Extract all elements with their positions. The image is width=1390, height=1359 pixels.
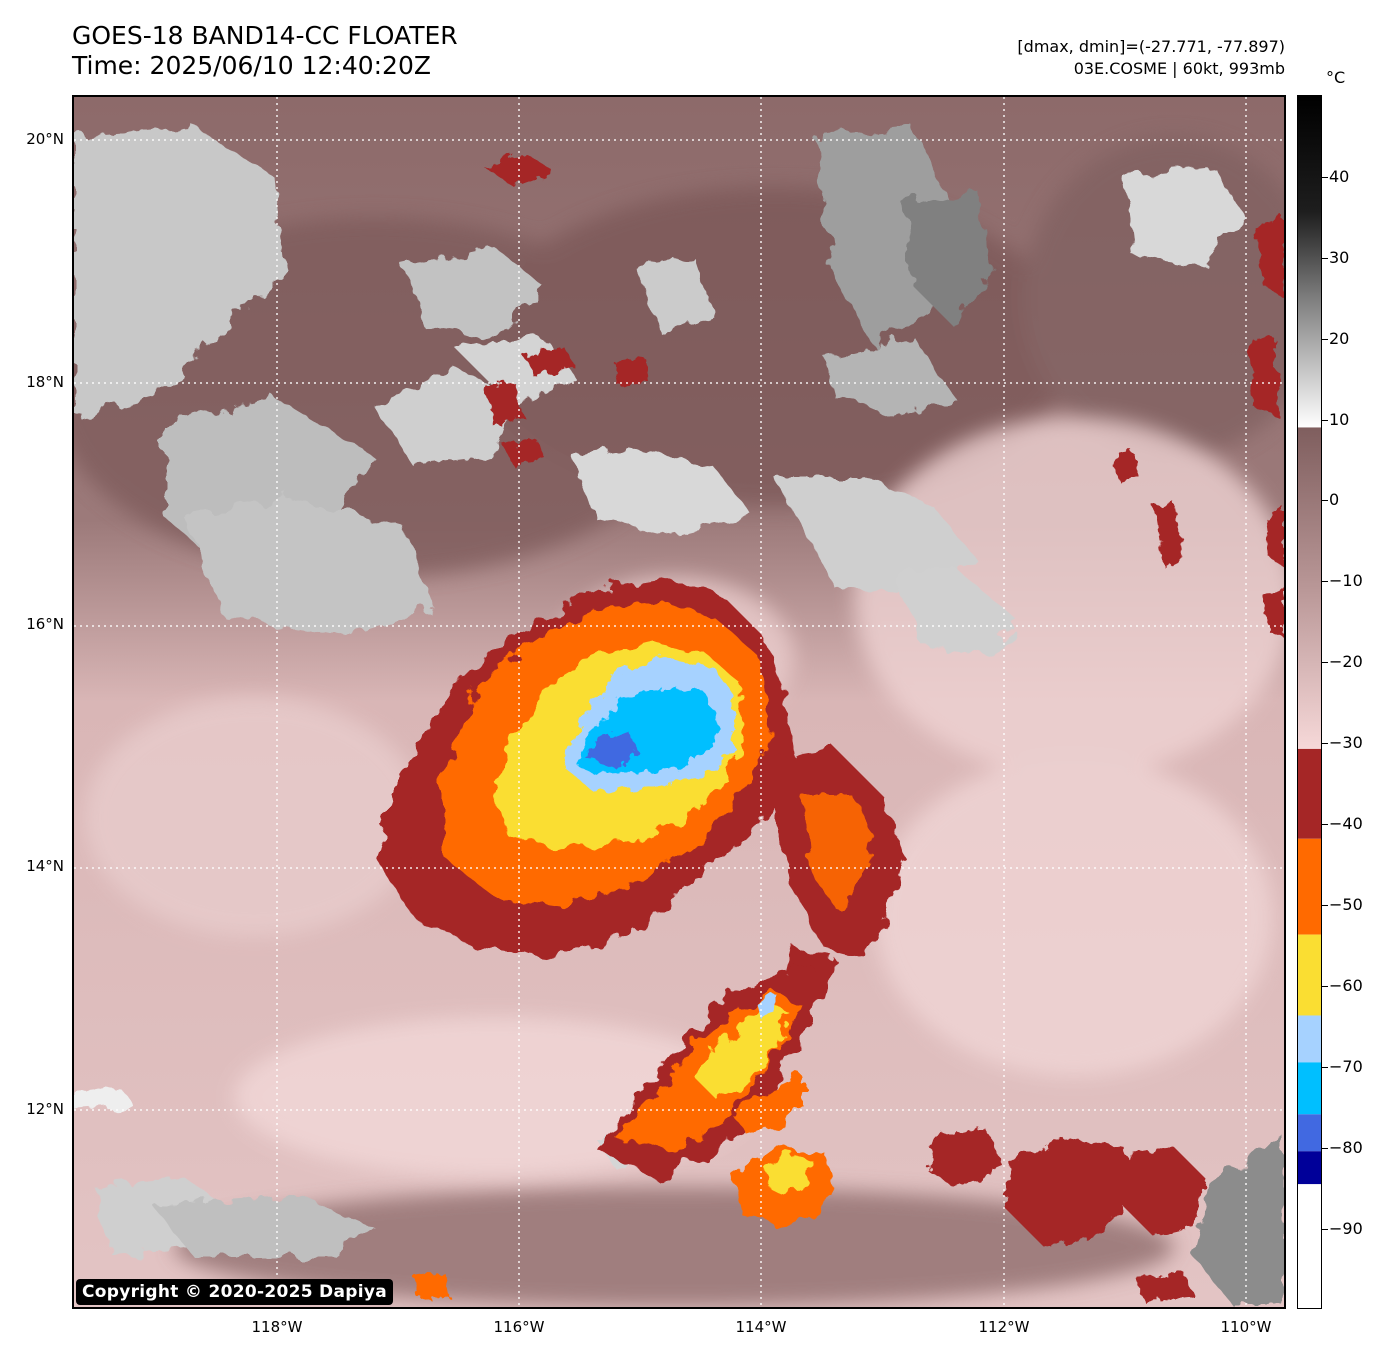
colorbar-tick [1322, 581, 1328, 582]
colorbar-tick [1322, 420, 1328, 421]
lat-label-20n: 20°N [26, 130, 64, 148]
colorbar [1297, 95, 1322, 1309]
copyright-badge: Copyright © 2020-2025 Dapiya [76, 1279, 393, 1305]
lat-label-14n: 14°N [26, 857, 64, 875]
colorbar-tick [1322, 339, 1328, 340]
colorbar-label: −90 [1329, 1219, 1363, 1238]
colorbar-tick [1322, 905, 1328, 906]
colorbar-label: −20 [1329, 652, 1363, 671]
colorbar-tick [1322, 500, 1328, 501]
colorbar-tick [1322, 986, 1328, 987]
colorbar-label: 40 [1329, 167, 1350, 186]
satellite-map: Copyright © 2020-2025 Dapiya [72, 95, 1286, 1309]
colorbar-tick [1322, 258, 1328, 259]
colorbar-label: −60 [1329, 976, 1363, 995]
lon-label-118w: 118°W [251, 1318, 303, 1336]
colorbar-label: −10 [1329, 571, 1363, 590]
satellite-imagery [74, 97, 1284, 1307]
colorbar-label: −80 [1329, 1138, 1363, 1157]
colorbar-unit: °C [1326, 68, 1346, 87]
colorbar-tick [1322, 1067, 1328, 1068]
storm-info: 03E.COSME | 60kt, 993mb [1073, 59, 1285, 78]
colorbar-label: −50 [1329, 895, 1363, 914]
colorbar-label: 20 [1329, 329, 1350, 348]
lon-label-114w: 114°W [735, 1318, 787, 1336]
colorbar-label: 0 [1329, 490, 1340, 509]
colorbar-label: −70 [1329, 1057, 1363, 1076]
lon-label-110w: 110°W [1220, 1318, 1272, 1336]
colorbar-label: −40 [1329, 814, 1363, 833]
colorbar-tick [1322, 1148, 1328, 1149]
range-info: [dmax, dmin]=(-27.771, -77.897) [1017, 37, 1285, 56]
lat-label-12n: 12°N [26, 1100, 64, 1118]
colorbar-label: 10 [1329, 410, 1350, 429]
lon-label-116w: 116°W [493, 1318, 545, 1336]
lon-label-112w: 112°W [978, 1318, 1030, 1336]
colorbar-tick [1322, 1229, 1328, 1230]
colorbar-label: 30 [1329, 248, 1350, 267]
lat-label-16n: 16°N [26, 615, 64, 633]
colorbar-tick [1322, 177, 1328, 178]
colorbar-label: −30 [1329, 733, 1363, 752]
timestamp-title: Time: 2025/06/10 12:40:20Z [72, 51, 431, 80]
colorbar-tick [1322, 662, 1328, 663]
chart-title: GOES-18 BAND14-CC FLOATER [72, 21, 458, 50]
colorbar-tick [1322, 824, 1328, 825]
lat-label-18n: 18°N [26, 373, 64, 391]
colorbar-tick [1322, 743, 1328, 744]
